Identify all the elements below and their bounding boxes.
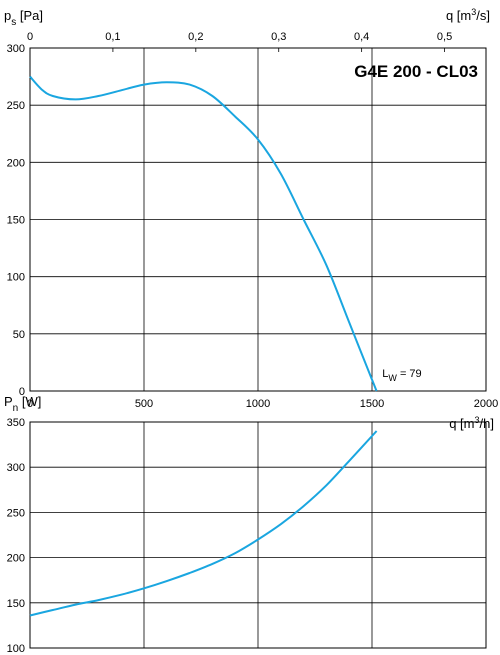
- bottom-x-axis-title: q [m3/h]: [449, 415, 494, 431]
- bottom-plot-frame: [29, 421, 487, 649]
- top-plot-frame: [29, 47, 487, 392]
- bottom-y-tick-label: 300: [7, 462, 25, 474]
- ylabel2-main: P: [4, 394, 13, 409]
- top-axis-tick-label: 0,3: [271, 31, 286, 43]
- bottom-y-tick-label: 200: [7, 553, 25, 565]
- bottom-y-tick-label: 150: [7, 598, 25, 610]
- x-tick-label: 0: [27, 398, 33, 410]
- top-axis-tick-label: 0,5: [437, 31, 452, 43]
- top-axis-tick-label: 0,2: [188, 31, 203, 43]
- top-axis-tick-label: 0,4: [354, 31, 369, 43]
- ylabel-sub: s: [11, 17, 16, 28]
- power-curve: [29, 430, 378, 617]
- xlabel-top-sup: 3: [471, 7, 476, 17]
- bottom-y-tick-label: 350: [7, 417, 25, 429]
- top-y-tick-label: 250: [7, 100, 25, 112]
- annotation-main: L: [382, 368, 388, 380]
- xlabel-top-tail: /s]: [476, 8, 490, 23]
- xlabel-tail: /h]: [480, 416, 494, 431]
- annotation-sub: W: [388, 373, 397, 383]
- top-y-tick-label: 300: [7, 43, 25, 55]
- x-tick-label: 1000: [246, 398, 270, 410]
- bottom-y-tick-label: 100: [7, 643, 25, 655]
- top-axis-tick-label: 0: [27, 31, 33, 43]
- bottom-y-axis-title: Pn [W]: [4, 394, 41, 414]
- ylabel2-sub: n: [13, 403, 19, 414]
- pressure-curve: [29, 75, 378, 392]
- xlabel-main: q [m: [449, 416, 474, 431]
- x-tick-label: 2000: [474, 398, 498, 410]
- top-y-tick-label: 200: [7, 157, 25, 169]
- top-y-axis-title: ps [Pa]: [4, 8, 43, 28]
- top-x-axis-title: q [m3/s]: [446, 7, 490, 23]
- chart-title: G4E 200 - CL03: [354, 62, 478, 81]
- ylabel-main: p: [4, 8, 11, 23]
- ylabel-unit: [Pa]: [16, 8, 43, 23]
- bottom-y-tick-label: 250: [7, 507, 25, 519]
- top-y-tick-label: 50: [13, 329, 25, 341]
- sound-level-annotation: LW = 79: [382, 368, 421, 383]
- top-y-tick-label: 100: [7, 272, 25, 284]
- x-tick-label: 500: [135, 398, 153, 410]
- xlabel-sup: 3: [475, 415, 480, 425]
- x-tick-label: 1500: [360, 398, 384, 410]
- ylabel2-unit: [W]: [18, 394, 41, 409]
- annotation-tail: = 79: [397, 368, 422, 380]
- xlabel-top-main: q [m: [446, 8, 471, 23]
- top-y-tick-label: 0: [19, 386, 25, 398]
- top-y-tick-label: 150: [7, 215, 25, 227]
- top-axis-tick-label: 0,1: [105, 31, 120, 43]
